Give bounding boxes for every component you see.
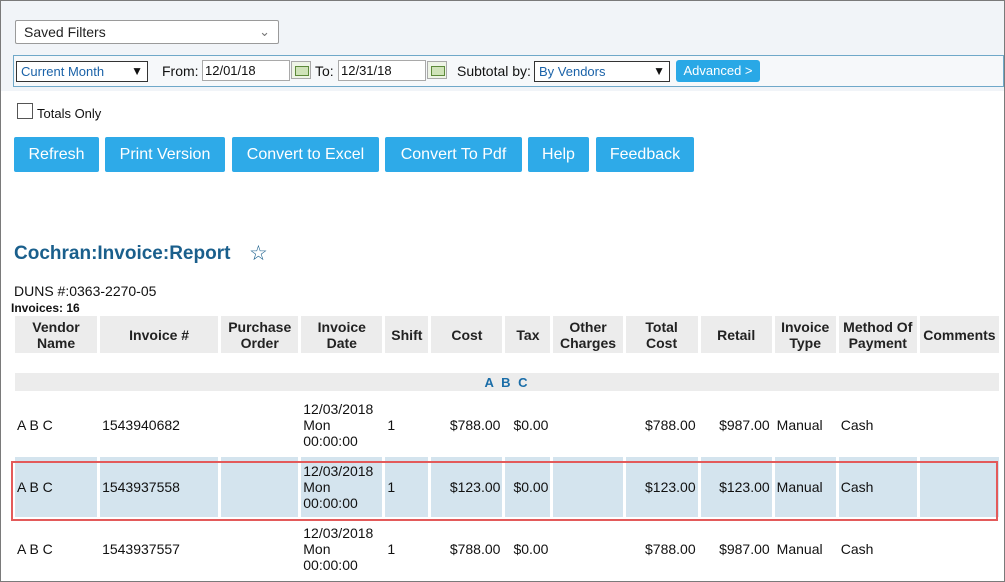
cell-retail: $123.00 (700, 457, 772, 517)
cell-po (221, 457, 299, 517)
cell-cost: $788.00 (449, 541, 501, 557)
period-select[interactable]: Current Month ▼ (16, 61, 148, 82)
cell-po (221, 395, 298, 455)
cell-method: Cash (840, 417, 874, 433)
saved-filters-dropdown[interactable]: Saved Filters ⌄ (15, 20, 279, 44)
cell-retail: $987.00 (719, 541, 770, 557)
invoice-count: Invoices: 16 (11, 301, 80, 315)
cell-shift: 1 (387, 417, 396, 433)
refresh-button[interactable]: Refresh (14, 137, 99, 172)
cell-invoice[interactable]: 1543937557 (102, 541, 180, 557)
cell-shift: 1 (385, 457, 429, 517)
feedback-button[interactable]: Feedback (596, 137, 694, 172)
col-comments[interactable]: Comments (919, 316, 999, 353)
group-header-row: A B C (15, 373, 999, 391)
from-date-input[interactable]: 12/01/18 (202, 60, 290, 81)
col-other-charges[interactable]: Other Charges (553, 316, 623, 353)
invoice-count-value: 16 (66, 301, 80, 315)
cell-vendor: A B C (17, 417, 53, 433)
cell-comments (920, 519, 999, 579)
filter-bar: Current Month ▼ From: 12/01/18 To: 12/31… (13, 55, 1004, 87)
calendar-icon[interactable] (291, 61, 311, 79)
table-header: Vendor Name Invoice # Purchase Order Invoi… (15, 316, 999, 353)
cell-type: Manual (774, 457, 836, 517)
advanced-button[interactable]: Advanced > (676, 60, 760, 82)
subtotal-value: By Vendors (539, 64, 606, 79)
favorite-star-icon[interactable]: ☆ (249, 242, 268, 265)
col-method-of-payment[interactable]: Method Of Payment (838, 316, 917, 353)
col-vendor-name[interactable]: Vendor Name (15, 316, 98, 353)
saved-filters-label: Saved Filters (24, 24, 106, 40)
cell-total: $788.00 (645, 541, 696, 557)
duns-number: DUNS #:0363-2270-05 (14, 283, 157, 299)
report-title: Cochran:Invoice:Report (14, 243, 231, 264)
cell-other (553, 519, 622, 579)
table-row[interactable]: A B C 1543940682 12/03/2018 Mon 00:00:00 1… (15, 395, 999, 455)
help-button[interactable]: Help (528, 137, 589, 172)
cell-invoice[interactable]: 1543937558 (100, 457, 219, 517)
cell-cost: $788.00 (449, 417, 501, 433)
col-shift[interactable]: Shift (385, 316, 429, 353)
col-purchase-order[interactable]: Purchase Order (221, 316, 299, 353)
calendar-icon[interactable] (427, 61, 447, 79)
cell-date: 12/03/2018 Mon 00:00:00 (303, 525, 374, 573)
print-version-button[interactable]: Print Version (105, 137, 225, 172)
invoice-count-label: Invoices: (11, 301, 64, 315)
col-invoice-date[interactable]: Invoice Date (301, 316, 383, 353)
col-tax[interactable]: Tax (505, 316, 551, 353)
cell-vendor: A B C (17, 541, 53, 557)
cell-total: $123.00 (625, 457, 698, 517)
cell-tax: $0.00 (505, 457, 551, 517)
convert-to-pdf-button[interactable]: Convert To Pdf (385, 137, 522, 172)
subtotal-label: Subtotal by: (457, 63, 531, 79)
cell-date: 12/03/2018 Mon 00:00:00 (303, 401, 374, 449)
cell-other (553, 457, 623, 517)
to-label: To: (315, 63, 334, 79)
col-retail[interactable]: Retail (700, 316, 772, 353)
cell-tax: $0.00 (513, 541, 549, 557)
chevron-down-icon: ⌄ (259, 24, 270, 39)
cell-tax: $0.00 (513, 417, 549, 433)
cell-invoice[interactable]: 1543940682 (102, 417, 180, 433)
cell-method: Cash (838, 457, 917, 517)
invoice-table: Vendor Name Invoice # Purchase Order Invoi… (12, 316, 1002, 579)
cell-retail: $987.00 (719, 417, 770, 433)
chevron-down-icon: ▼ (131, 64, 143, 78)
col-invoice-type[interactable]: Invoice Type (774, 316, 836, 353)
cell-comments (919, 457, 999, 517)
table-row-selected[interactable]: A B C 1543937558 12/03/2018 Mon 00:00:00 1… (15, 457, 999, 517)
cell-vendor: A B C (15, 457, 98, 517)
to-date-input[interactable]: 12/31/18 (338, 60, 426, 81)
cell-type: Manual (776, 541, 823, 557)
totals-only-label: Totals Only (37, 106, 102, 121)
col-total-cost[interactable]: Total Cost (625, 316, 698, 353)
cell-cost: $123.00 (431, 457, 503, 517)
from-date-value: 12/01/18 (205, 63, 256, 78)
cell-po (221, 519, 298, 579)
cell-shift: 1 (387, 541, 396, 557)
cell-type: Manual (776, 417, 823, 433)
totals-only-checkbox[interactable] (17, 103, 33, 119)
cell-method: Cash (840, 541, 874, 557)
table-row[interactable]: A B C 1543937557 12/03/2018 Mon 00:00:00 1… (15, 519, 999, 579)
period-value: Current Month (21, 64, 105, 79)
group-label: A B C (15, 373, 999, 391)
subtotal-select[interactable]: By Vendors ▼ (534, 61, 670, 82)
cell-total: $788.00 (645, 417, 696, 433)
cell-comments (920, 395, 999, 455)
to-date-value: 12/31/18 (341, 63, 392, 78)
cell-date: 12/03/2018 Mon 00:00:00 (301, 457, 383, 517)
chevron-down-icon: ▼ (653, 64, 665, 78)
convert-to-excel-button[interactable]: Convert to Excel (232, 137, 379, 172)
col-cost[interactable]: Cost (431, 316, 503, 353)
col-invoice-number[interactable]: Invoice # (100, 316, 219, 353)
from-label: From: (162, 63, 199, 79)
cell-other (553, 395, 622, 455)
